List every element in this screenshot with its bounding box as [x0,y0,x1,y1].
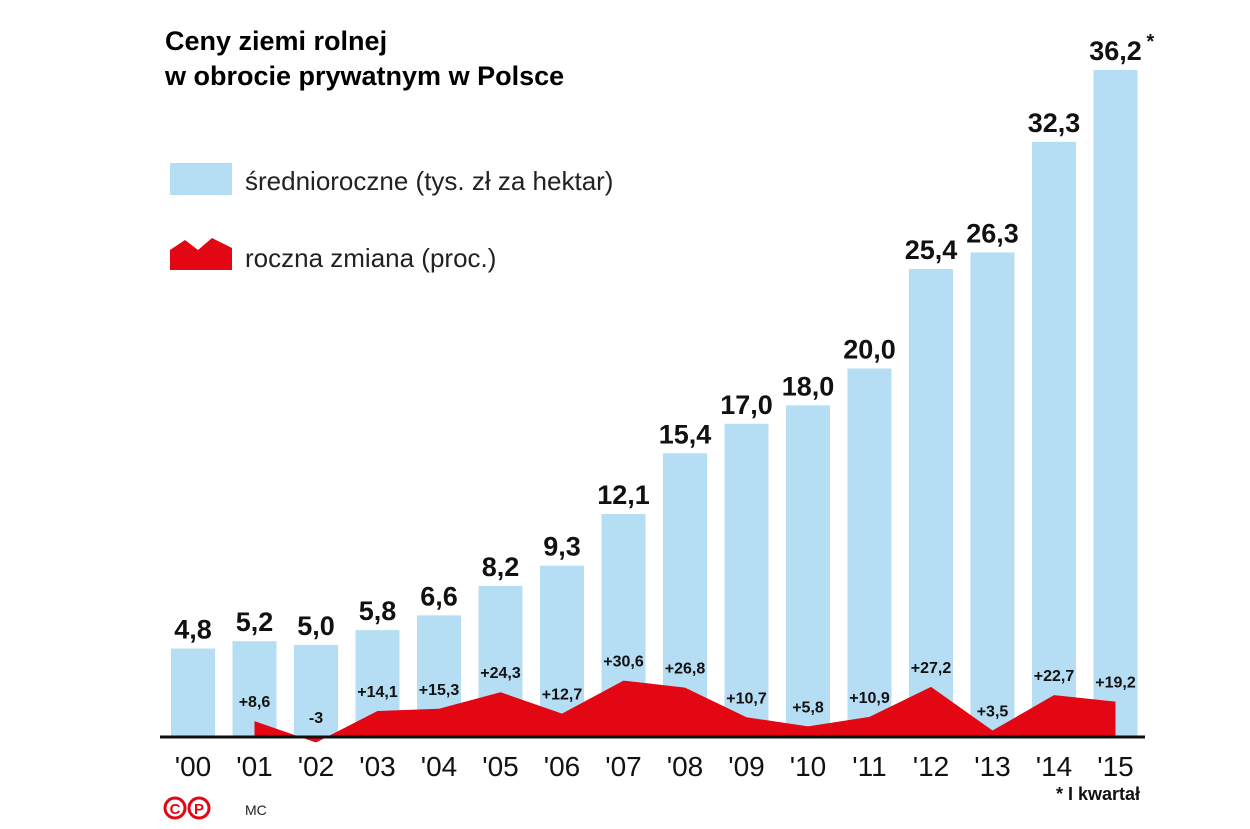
x-tick-label: '14 [1036,751,1073,782]
logo-text: P [194,801,204,818]
bar [1093,70,1138,737]
x-tick-label: '13 [974,751,1011,782]
legend-swatch [170,238,232,270]
bar [847,368,892,737]
bar [1032,141,1076,737]
area [254,680,1116,743]
value-label: 20,0 [843,335,896,365]
value-label: 4,8 [174,615,212,645]
x-tick-label: '12 [913,751,950,782]
change-label: +12,7 [542,687,583,704]
value-label: 36,2 [1089,36,1142,66]
chart-title: Ceny ziemi rolnej [165,26,387,56]
change-label: +10,7 [726,690,767,707]
change-label: +5,8 [792,699,824,716]
value-label: 18,0 [782,371,835,401]
bar [970,252,1015,738]
value-label: 5,2 [236,607,274,637]
x-tick-label: '03 [359,751,396,782]
bar [724,423,769,737]
x-tick-label: '11 [852,751,886,782]
x-tick-label: '00 [175,751,212,782]
bar [171,648,215,737]
value-label: 6,6 [420,581,458,611]
chart-title: w obrocie prywatnym w Polsce [164,61,564,91]
change-label: +26,8 [665,661,706,678]
logo [163,796,187,820]
logo-text: C [170,801,181,818]
bar [232,641,277,737]
x-tick-label: '15 [1097,751,1134,782]
bar [294,644,338,737]
bar [786,405,830,737]
legend-swatch [170,163,232,195]
value-label: 5,0 [297,611,335,641]
change-label: +3,5 [977,704,1009,721]
change-label: +27,2 [911,660,952,677]
change-label: +10,9 [849,690,890,707]
footnote: * I kwartał [1056,784,1140,804]
value-label: 5,8 [359,596,397,626]
change-label: +30,6 [603,654,644,671]
footnote-marker: * [1147,31,1155,53]
x-tick-label: '09 [728,751,765,782]
x-tick-label: '07 [605,751,642,782]
change-label: +19,2 [1095,675,1136,692]
credit: MC [245,802,267,818]
value-label: 25,4 [905,235,958,265]
x-tick-label: '05 [482,751,519,782]
change-label: +14,1 [357,684,398,701]
change-label: +15,3 [419,682,460,699]
value-label: 32,3 [1028,108,1081,138]
legend-label: średnioroczne (tys. zł za hektar) [245,166,613,196]
x-tick-label: '04 [421,751,458,782]
logo [187,796,211,820]
value-label: 8,2 [482,552,520,582]
x-tick-label: '02 [298,751,335,782]
x-tick-label: '10 [790,751,827,782]
change-label: +24,3 [480,665,521,682]
change-label: +22,7 [1034,668,1075,685]
legend-label: roczna zmiana (proc.) [245,243,496,273]
change-label: +8,6 [239,694,271,711]
x-tick-label: '01 [236,751,273,782]
value-label: 9,3 [543,532,581,562]
value-label: 26,3 [966,218,1019,248]
x-tick-label: '08 [667,751,704,782]
change-label: -3 [309,710,323,727]
bar [909,269,953,737]
value-label: 15,4 [659,419,712,449]
x-tick-label: '06 [544,751,581,782]
value-label: 17,0 [720,390,773,420]
value-label: 12,1 [597,480,650,510]
